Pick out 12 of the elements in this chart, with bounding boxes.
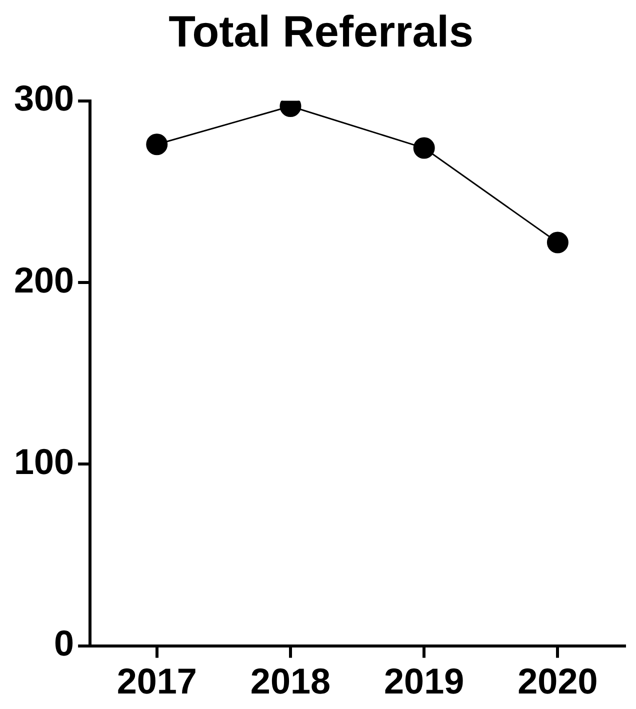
x-tick-label: 2020 <box>518 660 598 702</box>
x-tick-label: 2019 <box>384 660 464 702</box>
y-tick-label: 0 <box>54 622 74 664</box>
point <box>413 137 435 159</box>
y-tick-label: 200 <box>14 259 74 300</box>
chart-title: Total Referrals <box>168 8 474 57</box>
point <box>546 232 568 254</box>
x-tick-label: 2018 <box>250 660 331 702</box>
y-tick-label: 100 <box>14 441 74 482</box>
point <box>146 134 168 156</box>
y-tick-label: 300 <box>14 78 74 119</box>
x-tick-label: 2017 <box>116 660 197 702</box>
